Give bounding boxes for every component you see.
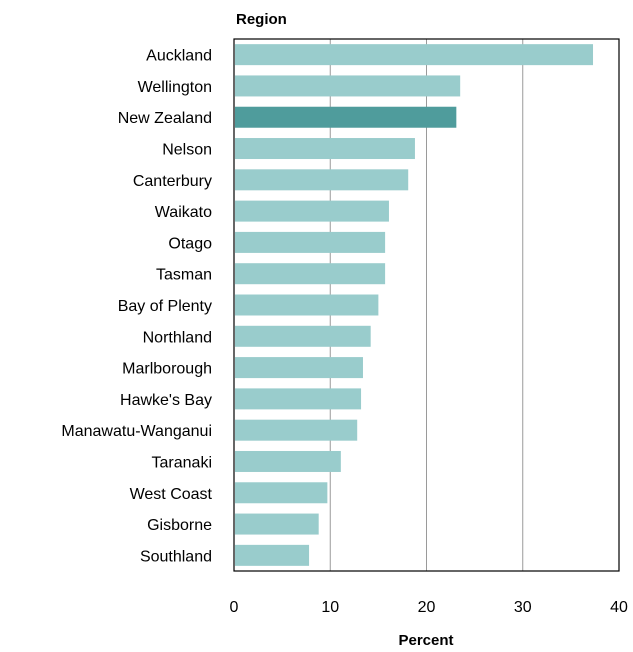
bar-southland [235, 544, 310, 566]
y-axis-title: Region [236, 11, 287, 28]
x-axis-title: Percent [398, 632, 453, 649]
x-tick-labels: 0 10 20 30 40 [230, 599, 628, 616]
bar-waikato [235, 200, 389, 222]
category-label: Marlborough [122, 361, 212, 378]
bar-hawke-s-bay [235, 388, 362, 410]
category-label: Hawke's Bay [120, 392, 212, 409]
category-label: Bay of Plenty [118, 298, 212, 315]
bar-tasman [235, 263, 386, 285]
category-label: Auckland [146, 48, 212, 65]
x-tick-label: 0 [230, 599, 239, 616]
bar-manawatu-wanganui [235, 419, 358, 441]
bar-otago [235, 231, 386, 253]
category-label: Canterbury [133, 173, 212, 190]
x-tick-label: 10 [321, 599, 339, 616]
bar-wellington [235, 75, 461, 97]
bar-canterbury [235, 169, 409, 191]
bar-taranaki [235, 450, 341, 472]
category-label: Nelson [162, 142, 212, 159]
category-labels: Auckland Wellington New Zealand Nelson Cante… [61, 48, 212, 566]
category-label: Manawatu-Wanganui [61, 423, 212, 440]
category-label: Taranaki [152, 454, 212, 471]
category-label: Otago [168, 235, 212, 252]
bar-new-zealand [235, 106, 457, 128]
plot-frame [233, 38, 620, 572]
category-label: Waikato [155, 204, 212, 221]
bar-northland [235, 325, 371, 347]
bar-nelson [235, 138, 415, 160]
x-tick-label: 20 [418, 599, 436, 616]
category-label: New Zealand [118, 110, 212, 127]
category-label: West Coast [130, 486, 213, 503]
bar-auckland [235, 44, 594, 66]
x-tick-label: 30 [514, 599, 532, 616]
x-tick-label: 40 [610, 599, 628, 616]
bar-bay-of-plenty [235, 294, 379, 316]
category-label: Southland [140, 548, 212, 565]
category-label: Gisborne [147, 517, 212, 534]
category-label: Wellington [138, 79, 212, 96]
category-label: Tasman [156, 267, 212, 284]
category-label: Northland [143, 329, 212, 346]
bar-gisborne [235, 513, 319, 535]
bar-marlborough [235, 357, 363, 379]
bar-west-coast [235, 482, 328, 504]
bars [235, 44, 594, 566]
